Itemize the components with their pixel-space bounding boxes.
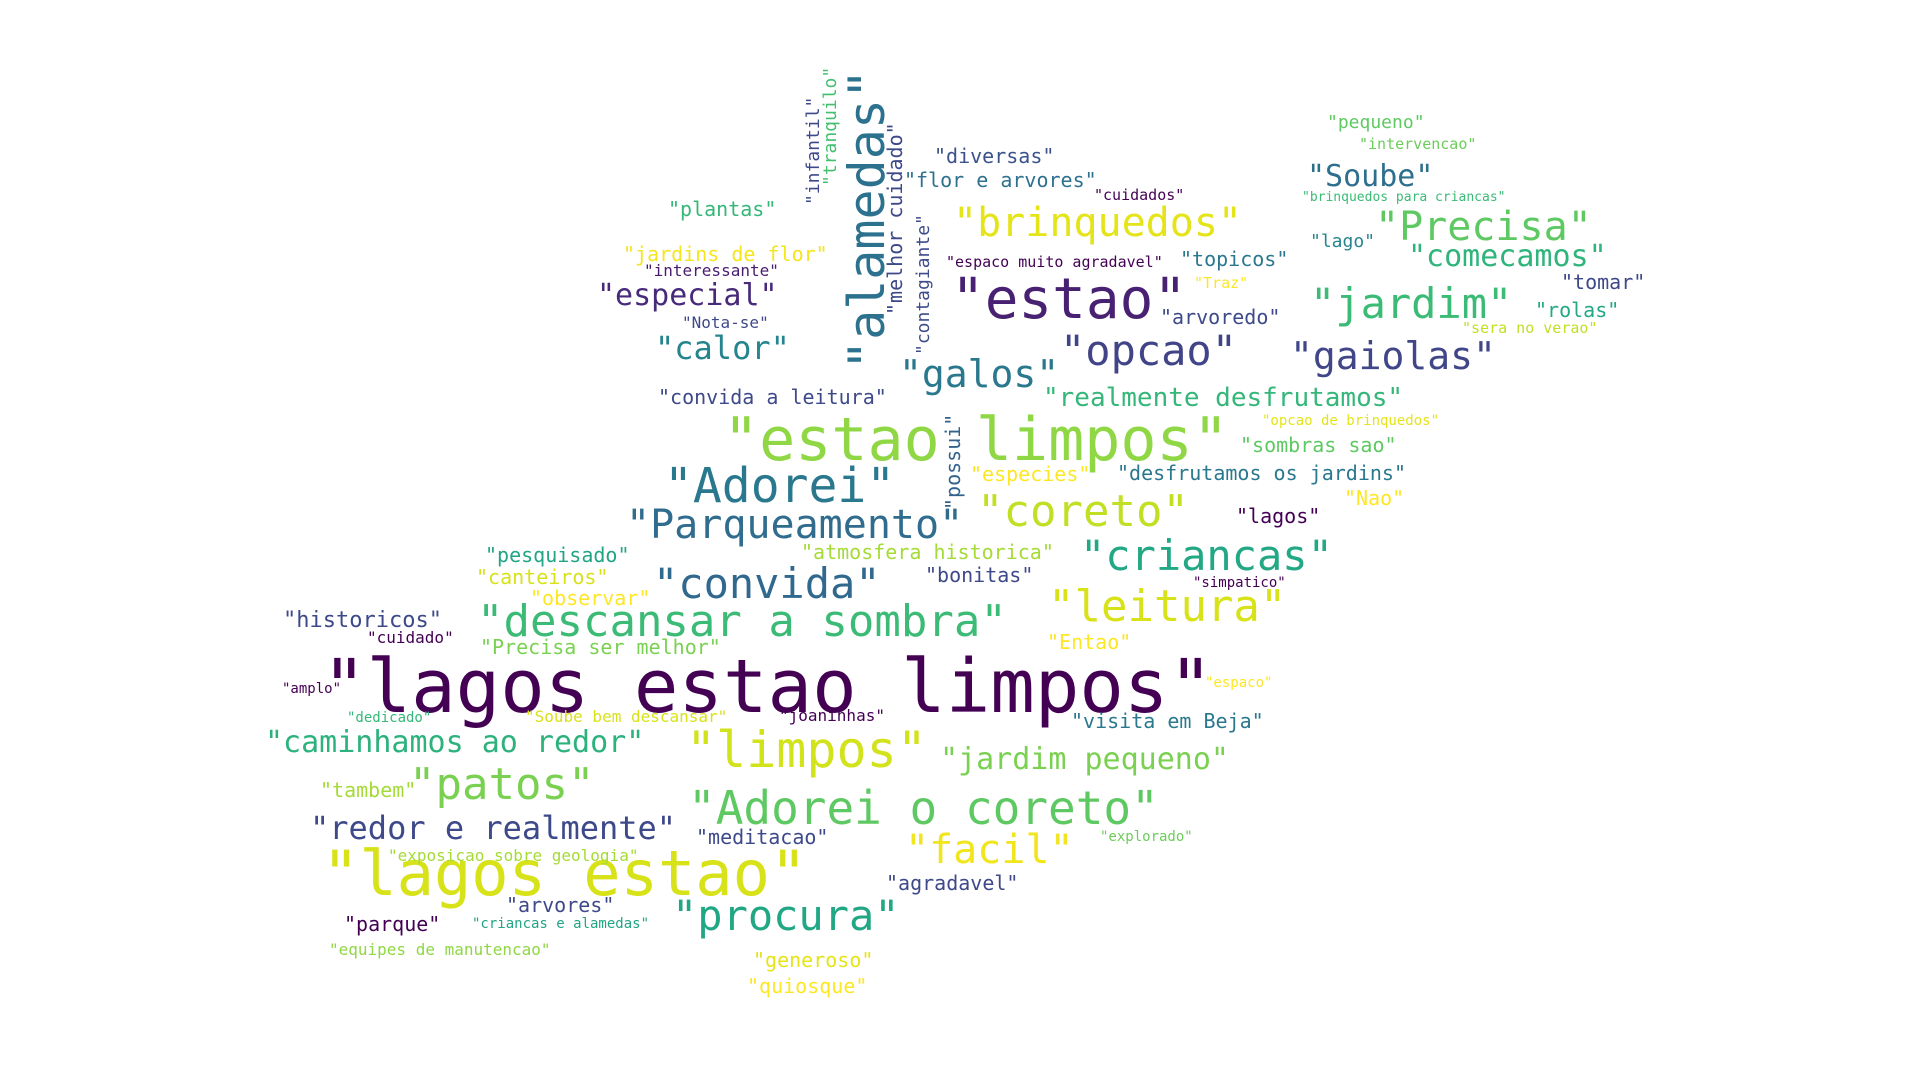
word-generoso: "generoso"	[753, 948, 874, 972]
word-espaco: "espaco"	[1205, 675, 1273, 691]
word-convida-a-leitura: "convida a leitura"	[658, 385, 887, 409]
word-explorado: "explorado"	[1100, 829, 1193, 845]
word-equipes-de-manutencao: "equipes de manutencao"	[329, 940, 551, 959]
word-joaninhas: "joaninhas"	[779, 706, 885, 725]
word-tambem: "tambem"	[320, 778, 417, 802]
word-pequeno: "pequeno"	[1327, 112, 1425, 133]
word-espaco-muito-agradavel: "espaco muito agradavel"	[946, 253, 1163, 271]
word-parque: "parque"	[344, 912, 441, 936]
word-nota-se: "Nota-se"	[682, 313, 769, 332]
word-entao: "Entao"	[1047, 630, 1132, 654]
word-jardim-pequeno: "jardim pequeno"	[940, 742, 1229, 777]
word-parqueamento: "Parqueamento"	[626, 502, 964, 548]
word-soube-bem-descansar: "Soube bem descansar"	[525, 707, 728, 726]
word-historicos: "historicos"	[283, 608, 442, 633]
word-agradavel: "agradavel"	[886, 871, 1019, 895]
word-simpatico: "simpatico"	[1193, 575, 1286, 591]
word-dedicado: "dedicado"	[347, 710, 432, 726]
word-amplo: "amplo"	[282, 681, 342, 697]
word-traz: "Traz"	[1194, 274, 1249, 292]
word-especies: "especies"	[970, 462, 1091, 486]
word-coreto: "coreto"	[977, 486, 1189, 537]
word-procura: "procura"	[672, 891, 900, 940]
word-realmente-desfrutamos: "realmente desfrutamos"	[1043, 383, 1404, 413]
word-lagos-estao: "lagos estao"	[322, 837, 808, 910]
word-lago: "lago"	[1310, 231, 1376, 252]
word-canteiros: "canteiros"	[476, 565, 609, 589]
word-gaiolas: "gaiolas"	[1290, 334, 1496, 378]
word-observar: "observar"	[530, 586, 651, 610]
word-flor-e-arvores: "flor e arvores"	[904, 168, 1097, 192]
word-brinquedos: "brinquedos"	[953, 200, 1242, 246]
word-interessante: "interessante"	[644, 261, 779, 280]
word-convida: "convida"	[653, 559, 881, 608]
word-nao: "Nao"	[1344, 486, 1405, 510]
word-contagiante: "contagiante"	[913, 214, 934, 355]
word-criancas: "criancas"	[1080, 531, 1333, 580]
word-facil: "facil"	[905, 827, 1074, 873]
word-arvoredo: "arvoredo"	[1160, 305, 1281, 329]
word-meditacao: "meditacao"	[696, 825, 829, 849]
word-redor-e-realmente: "redor e realmente"	[310, 809, 677, 847]
word-galos: "galos"	[899, 352, 1060, 396]
word-leitura: "leitura"	[1048, 581, 1287, 632]
word-opcao-de-brinquedos: "opcao de brinquedos"	[1262, 413, 1440, 429]
word-estao: "estao"	[951, 267, 1188, 332]
word-brinquedos-para-criancas: "brinquedos para criancas"	[1302, 190, 1506, 205]
word-melhor-cuidado: "melhor cuidado"	[883, 122, 907, 315]
word-intervencao: "intervencao"	[1359, 135, 1477, 153]
word-precisa: "Precisa"	[1375, 204, 1592, 250]
word-pesquisado: "pesquisado"	[485, 543, 630, 567]
word-diversas: "diversas"	[934, 144, 1055, 168]
word-adorei-o-coreto: "Adorei o coreto"	[688, 781, 1159, 835]
word-atmosfera-historica: "atmosfera historica"	[801, 540, 1054, 564]
word-precisa-ser-melhor: "Precisa ser melhor"	[480, 635, 721, 659]
word-bonitas: "bonitas"	[925, 563, 1034, 587]
word-topicos: "topicos"	[1180, 247, 1289, 271]
word-lagos: "lagos"	[1236, 504, 1321, 528]
word-rolas: "rolas"	[1535, 298, 1620, 322]
word-criancas-e-alamedas: "criancas e alamedas"	[472, 916, 650, 932]
word-jardim: "jardim"	[1310, 279, 1513, 328]
word-estao-limpos: "estao limpos"	[723, 405, 1229, 475]
word-caminhamos-ao-redor: "caminhamos ao redor"	[265, 725, 645, 760]
word-exposicao-sobre-geologia: "exposicao sobre geologia"	[388, 846, 639, 865]
word-calor: "calor"	[655, 329, 790, 367]
word-desfrutamos-os-jardins: "desfrutamos os jardins"	[1117, 461, 1406, 485]
word-tomar: "tomar"	[1561, 270, 1646, 294]
word-cuidado: "cuidado"	[367, 628, 454, 647]
word-tranquilo: "tranquilo"	[820, 66, 841, 186]
word-sera-no-verao: "sera no verao"	[1462, 319, 1598, 337]
word-soube: "Soube"	[1307, 159, 1434, 194]
word-descansar-a-sombra: "descansar a sombra"	[477, 596, 1007, 647]
word-possui: "possui"	[941, 413, 965, 510]
word-adorei: "Adorei"	[664, 458, 896, 514]
word-opcao: "opcao"	[1060, 326, 1238, 375]
word-cuidados: "cuidados"	[1094, 186, 1185, 204]
word-limpos: "limpos"	[686, 721, 927, 779]
word-jardins-de-flor: "jardins de flor"	[623, 242, 828, 266]
word-comecamos: "comecamos"	[1408, 239, 1607, 274]
word-sombras-sao: "sombras sao"	[1240, 433, 1397, 457]
word-plantas: "plantas"	[668, 197, 777, 221]
word-lagos-estao-limpos: "lagos estao limpos"	[322, 644, 1214, 730]
word-patos: "patos"	[409, 759, 595, 810]
word-quiosque: "quiosque"	[747, 974, 868, 998]
word-arvores: "arvores"	[506, 893, 615, 917]
word-especial: "especial"	[597, 278, 778, 313]
word-visita-em-beja: "visita em Beja"	[1071, 709, 1264, 733]
